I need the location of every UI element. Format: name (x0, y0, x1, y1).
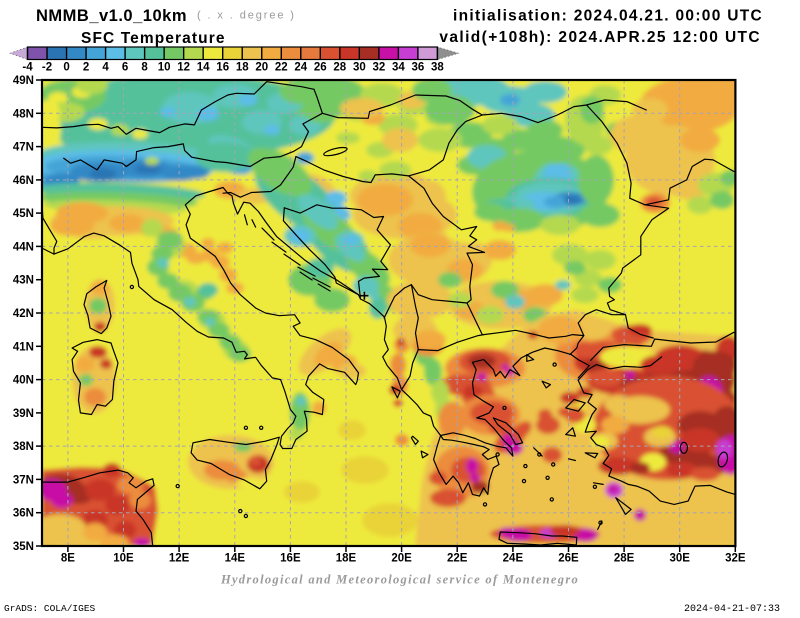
svg-text:38: 38 (431, 62, 444, 74)
svg-text:2024-04-21-07:33: 2024-04-21-07:33 (684, 604, 780, 615)
svg-text:18E: 18E (336, 553, 357, 565)
svg-text:initialisation: 2024.04.21. 00: initialisation: 2024.04.21. 00:00 UTC (453, 8, 763, 25)
svg-text:8E: 8E (61, 553, 75, 565)
svg-text:20E: 20E (391, 553, 412, 565)
svg-text:8: 8 (141, 62, 148, 74)
svg-text:24E: 24E (503, 553, 524, 565)
svg-text:14: 14 (197, 62, 210, 74)
svg-text:45N: 45N (13, 208, 34, 220)
svg-text:47N: 47N (13, 142, 34, 154)
svg-text:4: 4 (102, 62, 109, 74)
svg-text:41N: 41N (13, 341, 34, 353)
svg-text:-4: -4 (22, 62, 33, 74)
svg-text:30E: 30E (669, 553, 690, 565)
svg-text:22E: 22E (447, 553, 468, 565)
svg-text:0: 0 (63, 62, 69, 74)
svg-text:( . x . degree ): ( . x . degree ) (197, 10, 296, 22)
svg-text:28: 28 (333, 62, 346, 74)
svg-text:16: 16 (216, 62, 229, 74)
svg-text:26: 26 (314, 62, 327, 74)
svg-text:14E: 14E (225, 553, 246, 565)
svg-text:6: 6 (122, 62, 128, 74)
svg-text:12: 12 (177, 62, 190, 74)
svg-text:10: 10 (158, 62, 171, 74)
svg-text:10E: 10E (113, 553, 134, 565)
svg-text:2: 2 (83, 62, 89, 74)
svg-text:34: 34 (392, 62, 405, 74)
svg-text:24: 24 (294, 62, 307, 74)
svg-text:46N: 46N (13, 175, 34, 187)
svg-text:38N: 38N (13, 441, 34, 453)
svg-text:20: 20 (255, 62, 268, 74)
svg-text:GrADS: COLA/IGES: GrADS: COLA/IGES (4, 603, 96, 614)
svg-text:12E: 12E (169, 553, 190, 565)
svg-text:35N: 35N (13, 541, 34, 553)
svg-text:43N: 43N (13, 275, 34, 287)
svg-text:NMMB_v1.0_10km: NMMB_v1.0_10km (36, 7, 187, 25)
svg-text:30: 30 (353, 62, 366, 74)
svg-text:26E: 26E (558, 553, 579, 565)
svg-text:32E: 32E (725, 553, 746, 565)
svg-text:valid(+108h): 2024.APR.25 12:0: valid(+108h): 2024.APR.25 12:00 UTC (439, 29, 761, 46)
svg-text:40N: 40N (13, 375, 34, 387)
svg-text:-2: -2 (42, 62, 52, 74)
svg-text:37N: 37N (13, 474, 34, 486)
svg-text:36: 36 (412, 62, 425, 74)
svg-text:22: 22 (275, 62, 288, 74)
svg-text:SFC Temperature: SFC Temperature (81, 30, 226, 47)
svg-text:44N: 44N (13, 241, 34, 253)
svg-text:42N: 42N (13, 308, 34, 320)
svg-text:36N: 36N (13, 508, 34, 520)
svg-text:28E: 28E (614, 553, 635, 565)
svg-text:18: 18 (236, 62, 249, 74)
svg-text:49N: 49N (13, 75, 34, 87)
svg-text:32: 32 (372, 62, 385, 74)
svg-text:Hydrological and Meteorologica: Hydrological and Meteorological service … (220, 573, 579, 587)
svg-text:39N: 39N (13, 408, 34, 420)
svg-text:16E: 16E (280, 553, 301, 565)
svg-text:48N: 48N (13, 108, 34, 120)
